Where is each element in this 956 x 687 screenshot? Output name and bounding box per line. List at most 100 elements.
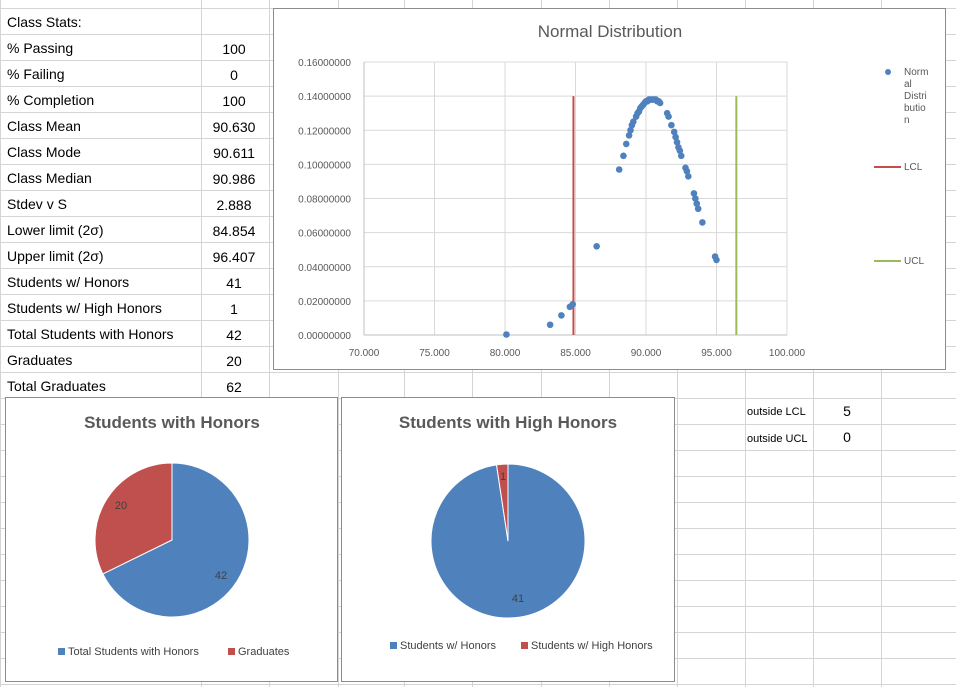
outside-ucl-label: outside UCL <box>747 433 808 445</box>
stat-value: 100 <box>222 93 246 109</box>
stat-value: 90.611 <box>213 145 255 161</box>
chart-title: Normal Distribution <box>538 22 683 41</box>
y-tick-label: 0.10000000 <box>298 160 351 171</box>
data-label: 20 <box>115 500 127 512</box>
data-point <box>694 205 702 213</box>
stat-value: 2.888 <box>216 197 252 213</box>
stat-label: Lower limit (2σ) <box>7 222 104 238</box>
data-point <box>690 190 698 197</box>
legend-marker <box>390 642 397 649</box>
stat-value: 90.630 <box>212 119 256 135</box>
legend-label: Norm al Distri butio n <box>904 67 928 126</box>
chart-title: Students with High Honors <box>399 413 617 432</box>
data-point <box>693 200 701 207</box>
data-point <box>622 140 630 148</box>
students-with-honors-chart[interactable]: Students with Honors 42 20 Total Students w… <box>5 397 338 682</box>
stat-value: 100 <box>222 41 246 57</box>
pie-slice <box>102 462 250 618</box>
stat-value: 41 <box>226 275 242 291</box>
stat-value <box>203 10 265 36</box>
y-tick-label: 0.16000000 <box>298 58 351 69</box>
y-tick-label: 0.02000000 <box>298 297 351 308</box>
stat-label: Total Students with Honors <box>7 326 174 342</box>
outside-lcl-label: outside LCL <box>747 406 806 418</box>
legend-label: Graduates <box>238 646 290 658</box>
stat-label: Class Stats: <box>7 14 82 30</box>
stat-label: % Completion <box>7 92 95 108</box>
legend-marker <box>228 648 235 655</box>
stat-value: 90.986 <box>212 171 256 187</box>
data-point <box>699 219 706 226</box>
legend-marker <box>521 642 528 649</box>
stat-value: 0 <box>230 67 238 83</box>
data-point <box>503 331 510 338</box>
x-tick-label: 85.000 <box>560 348 591 359</box>
outside-lcl-value: 5 <box>843 403 851 419</box>
y-tick-label: 0.12000000 <box>298 126 351 137</box>
stat-label: % Passing <box>7 40 74 56</box>
chart-title: Students with Honors <box>84 413 260 432</box>
stat-value: 96.407 <box>212 249 256 265</box>
y-tick-label: 0.06000000 <box>298 229 351 240</box>
y-tick-label: 0.14000000 <box>298 92 351 103</box>
stat-label: Graduates <box>7 352 73 368</box>
data-point <box>713 256 720 264</box>
data-point <box>569 300 576 308</box>
stat-label: Students w/ Honors <box>7 274 130 290</box>
legend-label: UCL <box>904 256 924 267</box>
stat-value: 84.854 <box>212 223 256 239</box>
data-point <box>683 167 691 175</box>
y-tick-label: 0.04000000 <box>298 263 351 274</box>
stat-label: Class Mode <box>7 144 81 160</box>
x-tick-label: 95.000 <box>701 348 732 359</box>
legend-label: Students w/ Honors <box>400 640 496 652</box>
x-tick-label: 100.000 <box>769 348 806 359</box>
outside-ucl-value: 0 <box>843 429 851 445</box>
normal-distribution-plot: Normal Distribution 0.00000000 0.02000000 0… <box>298 22 928 359</box>
data-point <box>685 173 692 180</box>
legend-label: LCL <box>904 162 923 173</box>
data-point <box>630 118 637 126</box>
data-point <box>615 166 623 173</box>
data-label: 42 <box>215 570 227 582</box>
stat-label: Class Median <box>7 170 92 186</box>
data-point <box>676 147 684 155</box>
x-tick-label: 90.000 <box>631 348 662 359</box>
data-point <box>558 312 565 319</box>
legend-marker <box>58 648 65 655</box>
data-point <box>668 121 675 129</box>
pie-slice <box>94 462 173 575</box>
data-point <box>593 242 600 250</box>
data-point <box>692 195 699 202</box>
y-tick-label: 0.08000000 <box>298 195 351 206</box>
stat-value: 62 <box>226 379 242 395</box>
data-point <box>656 99 664 107</box>
data-point <box>672 133 679 141</box>
data-point <box>677 152 685 160</box>
legend-label: Total Students with Honors <box>68 646 199 658</box>
data-point <box>627 126 634 134</box>
students-with-high-honors-pie: Students with High Honors 41 1 Students w/ … <box>390 413 653 652</box>
x-tick-label: 80.000 <box>490 348 521 359</box>
stat-label: Upper limit (2σ) <box>7 248 104 264</box>
legend-marker <box>885 69 891 75</box>
stat-label: Total Graduates <box>7 378 106 394</box>
data-label: 1 <box>500 471 506 483</box>
normal-distribution-chart[interactable]: Normal Distribution 0.00000000 0.02000000 0… <box>273 8 946 370</box>
students-with-honors-pie: Students with Honors 42 20 Total Students w… <box>58 413 290 658</box>
stat-value: 42 <box>226 327 242 343</box>
stat-label: Class Mean <box>7 118 81 134</box>
legend-label: Students w/ High Honors <box>531 640 653 652</box>
data-point <box>546 321 554 329</box>
stat-label: Students w/ High Honors <box>7 300 162 316</box>
data-point <box>620 152 627 160</box>
students-with-high-honors-chart[interactable]: Students with High Honors 41 1 Students w/ … <box>341 397 675 682</box>
stat-value: 20 <box>226 353 242 369</box>
data-point <box>665 113 672 120</box>
stat-label: Stdev v S <box>7 196 67 212</box>
data-point <box>625 132 633 139</box>
stat-label: % Failing <box>7 66 65 82</box>
data-label: 41 <box>512 593 524 605</box>
stat-value: 1 <box>230 301 238 317</box>
x-tick-label: 75.000 <box>419 348 450 359</box>
